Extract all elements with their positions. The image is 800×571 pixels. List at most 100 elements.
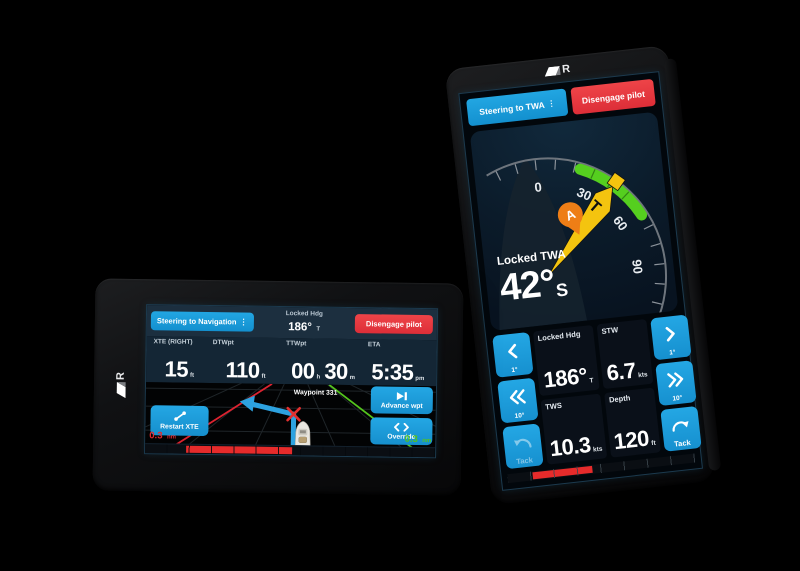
twa-side: S	[554, 279, 570, 301]
eta-cell: ETA 5:35 pm	[364, 341, 432, 386]
stbd-1-label: 1°	[668, 349, 676, 357]
dial-numbers: 0 30 60 90	[534, 179, 646, 275]
stw-value: 6.7	[605, 357, 638, 386]
locked-hdg-box: Locked Hdg 186° T	[532, 324, 600, 397]
dial-ring	[486, 157, 668, 321]
override-button[interactable]: Override	[370, 417, 433, 446]
disengage-label: Disengage pilot	[365, 319, 422, 330]
restart-xte-button[interactable]: Restart XTE	[150, 405, 209, 437]
gauge-graphics: 0 30 60 90 T	[486, 157, 668, 331]
brand-letter: R	[561, 62, 572, 76]
locked-hdg-value: 186°	[288, 321, 313, 334]
tack-right-icon	[672, 421, 689, 432]
double-chevron-right-icon	[667, 372, 684, 388]
locked-hdg-unit: T	[316, 326, 321, 333]
twa-degrees: 42°	[497, 262, 557, 310]
locked-angle-marker	[606, 171, 626, 192]
pilot-keypad: 1° Locked Hdg 186° T STW 6.7 kts 1°	[486, 310, 702, 472]
apparent-wind-pin: A	[557, 202, 583, 235]
eta-value: 5:35	[371, 359, 414, 386]
nav-data-row: XTE (RIGHT) 15 ft DTWpt 110 ft TTWpt 00 h 3…	[146, 336, 437, 387]
tack-stbd-button[interactable]: Tack	[660, 405, 702, 452]
own-boat-icon	[294, 420, 311, 448]
dtwpt-value: 110	[225, 357, 260, 384]
stbd-10-label: 10°	[672, 394, 683, 403]
port-scale-unit: nm	[166, 434, 176, 441]
steering-mode-button[interactable]: Steering to Navigation ⋮	[150, 311, 254, 332]
port-scale-value: 0.3	[149, 430, 163, 442]
sail-silhouette	[499, 158, 588, 331]
ttwpt-mins: 30	[324, 358, 348, 385]
port-10-label: 10°	[514, 411, 525, 420]
port-1-label: 1°	[511, 366, 519, 375]
port-10-button[interactable]: 10°	[497, 377, 539, 424]
depth-value: 120	[612, 425, 651, 455]
raymarine-logo: R	[114, 371, 127, 399]
dtwpt-unit: ft	[261, 373, 266, 380]
double-chevron-left-icon	[509, 389, 526, 405]
landscape-screen: Steering to Navigation ⋮ Locked Hdg 186°…	[145, 305, 438, 458]
raymarine-logo: R	[544, 62, 572, 78]
ttwpt-hours: 00	[290, 358, 315, 384]
pilot-topbar: Steering to Navigation ⋮ Locked Hdg 186°…	[146, 305, 438, 341]
steering-mode-button[interactable]: Steering to TWA ⋮	[466, 88, 569, 127]
tack-stbd-label: Tack	[673, 437, 692, 449]
steering-mode-label: Steering to TWA	[478, 99, 546, 117]
port-scale-label: 0.3 nm	[149, 426, 176, 442]
waypoint-x-icon	[286, 406, 302, 422]
advance-wpt-label: Advance wpt	[380, 401, 423, 410]
twa-gauge: 0 30 60 90 T	[469, 111, 679, 332]
tick-90: 90	[629, 259, 645, 275]
tack-left-icon	[513, 438, 532, 448]
stbd-scale-value: 0.3	[404, 433, 418, 445]
portrait-screen: Steering to TWA ⋮ Disengage pilot	[459, 72, 702, 490]
ttwpt-mins-unit: m	[349, 375, 356, 382]
stbd-1-button[interactable]: 1°	[650, 314, 692, 361]
xte-value: 15	[164, 356, 189, 383]
tws-unit: kts	[592, 445, 603, 454]
locked-hdg-unit: T	[589, 377, 594, 385]
tws-value: 10.3	[548, 432, 592, 462]
disengage-label: Disengage pilot	[581, 88, 646, 106]
menu-dots-icon: ⋮	[239, 317, 248, 327]
flag-icon	[544, 65, 561, 77]
tack-port-label: Tack	[515, 455, 534, 467]
locked-twa-value: 42°S	[497, 262, 570, 310]
chevron-left-icon	[508, 343, 518, 359]
skip-next-icon	[396, 391, 407, 400]
chevron-right-icon	[665, 327, 675, 342]
tick-60: 60	[610, 213, 631, 234]
dtwpt-cell: DTWpt 110 ft	[209, 339, 283, 384]
flag-icon	[116, 381, 126, 399]
stbd-scale-label: 0.3 nm	[405, 430, 432, 446]
locked-hdg-value: 186°	[542, 363, 589, 393]
advance-waypoint-button[interactable]: Advance wpt	[370, 386, 434, 415]
menu-dots-icon: ⋮	[547, 98, 556, 109]
stbd-10-button[interactable]: 10°	[655, 360, 697, 407]
xte-cell: XTE (RIGHT) 15 ft	[150, 338, 210, 383]
xte-unit: ft	[189, 372, 195, 379]
waypoint-label: Waypoint 331	[293, 389, 338, 398]
tick-30: 30	[575, 184, 594, 204]
stw-box: STW 6.7 kts	[596, 319, 654, 390]
disengage-pilot-button[interactable]: Disengage pilot	[354, 314, 434, 335]
brand-letter: R	[114, 371, 127, 381]
depth-unit: ft	[651, 439, 657, 448]
route-arrowhead	[239, 395, 255, 412]
xte-map-view: Waypoint 331 Restart XTE	[145, 382, 437, 448]
xte-ticks	[145, 444, 436, 458]
ttwpt-cell: TTWpt 00 h 30 m	[283, 340, 365, 385]
tack-port-button[interactable]: Tack	[502, 423, 544, 470]
angle-brackets-icon	[394, 422, 409, 432]
eta-unit: pm	[415, 375, 425, 383]
steering-mode-label: Steering to Navigation	[156, 316, 237, 327]
tick-0: 0	[534, 179, 543, 195]
port-1-button[interactable]: 1°	[492, 331, 534, 378]
tws-box: TWS 10.3 kts	[540, 393, 608, 465]
route-leg-icon	[173, 411, 186, 421]
stbd-scale-unit: nm	[422, 438, 432, 445]
route-line	[249, 401, 297, 448]
disengage-pilot-button[interactable]: Disengage pilot	[570, 78, 656, 115]
mfd-portrait-device: R Steering to TWA ⋮ Disengage pilot	[444, 45, 716, 505]
